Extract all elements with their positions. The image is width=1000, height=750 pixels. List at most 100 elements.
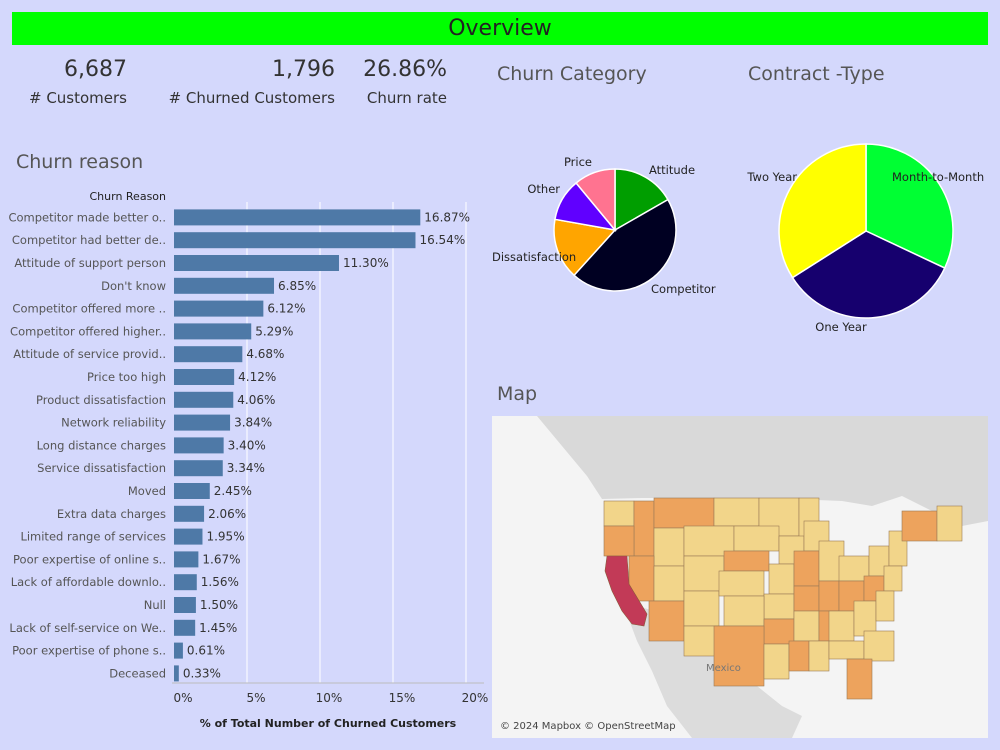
bar[interactable] (174, 483, 210, 499)
contract-type-pie-chart: Month-to-Month One Year Two Year (746, 143, 984, 334)
state-region[interactable] (653, 565, 685, 602)
bar[interactable] (174, 277, 275, 294)
category-label: Poor expertise of phone s.. (12, 644, 166, 658)
category-label: Lack of affordable downlo.. (11, 575, 166, 589)
state-region[interactable] (763, 643, 790, 680)
category-header: Churn Reason (89, 190, 166, 203)
bar[interactable] (174, 369, 235, 385)
state-region[interactable] (793, 610, 820, 642)
state-region[interactable] (936, 505, 963, 542)
map-panel[interactable]: Mexico (492, 416, 988, 738)
category-label: Competitor had better de.. (12, 233, 166, 247)
category-label: Network reliability (61, 416, 166, 430)
state-region[interactable] (603, 500, 635, 527)
kpi-churned-label: # Churned Customers (168, 89, 335, 107)
state-region[interactable] (818, 580, 840, 612)
bar-data-label: 5.29% (255, 324, 293, 338)
category-label: Attitude of support person (14, 256, 166, 270)
pie-slice-dissatisfaction[interactable] (553, 218, 617, 277)
bar-data-label: 3.40% (228, 438, 266, 452)
state-region[interactable] (723, 595, 765, 627)
kpi-customers-value: 6,687 (64, 57, 127, 82)
overview-banner: Overview (12, 12, 988, 45)
bar[interactable] (174, 551, 199, 568)
category-label: Null (144, 598, 166, 612)
bar[interactable] (174, 255, 339, 271)
bar[interactable] (174, 346, 243, 363)
state-region[interactable] (846, 658, 873, 700)
bar[interactable] (174, 460, 223, 477)
bar-data-label: 11.30% (343, 256, 389, 270)
pie-label: Month-to-Month (892, 170, 984, 184)
state-region[interactable] (793, 585, 820, 612)
state-region[interactable] (633, 500, 655, 557)
state-region[interactable] (828, 640, 865, 660)
bar[interactable] (174, 414, 231, 431)
bar[interactable] (174, 300, 264, 317)
pie-label: Dissatisfaction (492, 250, 576, 264)
state-region[interactable] (763, 618, 795, 645)
pie-slice-price[interactable] (575, 168, 616, 233)
map-title: Map (497, 383, 538, 405)
us-state-map[interactable]: Mexico (492, 416, 988, 738)
bar[interactable] (174, 574, 197, 591)
state-region[interactable] (648, 600, 685, 642)
california-state[interactable] (604, 555, 648, 627)
state-region[interactable] (793, 550, 820, 587)
state-region[interactable] (828, 610, 855, 642)
state-region[interactable] (883, 565, 903, 592)
state-region[interactable] (683, 555, 725, 592)
pie-slice-month-to-month[interactable] (865, 143, 954, 270)
pie-slice-attitude[interactable] (614, 168, 669, 232)
bar[interactable] (174, 391, 234, 408)
state-region[interactable] (603, 525, 635, 557)
bar-data-label: 2.45% (214, 484, 252, 498)
bar[interactable] (174, 619, 196, 636)
bar-data-label: 16.87% (424, 210, 470, 224)
state-region[interactable] (808, 640, 830, 672)
state-region[interactable] (778, 535, 805, 565)
bar[interactable] (174, 665, 179, 682)
category-label: Service dissatisfaction (37, 461, 166, 475)
bar-data-label: 4.12% (238, 370, 276, 384)
bar[interactable] (174, 323, 252, 340)
state-region[interactable] (863, 630, 895, 662)
bar-data-label: 3.34% (227, 461, 265, 475)
page-title: Overview (448, 16, 552, 41)
bar[interactable] (174, 209, 421, 226)
pie-slice-competitor[interactable] (573, 198, 677, 292)
category-label: Competitor made better o.. (8, 210, 166, 224)
state-region[interactable] (718, 570, 765, 597)
state-region[interactable] (683, 590, 720, 627)
state-region[interactable] (763, 593, 795, 620)
state-region[interactable] (788, 640, 810, 672)
state-region[interactable] (713, 625, 765, 687)
bar-data-label: 3.84% (234, 416, 272, 430)
state-region[interactable] (723, 550, 770, 572)
state-region[interactable] (733, 525, 780, 552)
state-region[interactable] (653, 527, 685, 567)
bar[interactable] (174, 597, 196, 613)
bar-data-label: 1.56% (201, 575, 239, 589)
bar[interactable] (174, 642, 183, 659)
state-region[interactable] (628, 555, 655, 602)
state-region[interactable] (901, 510, 938, 542)
bar[interactable] (174, 505, 205, 522)
pie-slice-one-year[interactable] (791, 230, 946, 319)
bar-data-label: 0.33% (183, 666, 221, 680)
kpi-churn-rate-label: Churn rate (366, 89, 447, 107)
pie-label: Other (527, 182, 560, 196)
pie-slice-two-year[interactable] (778, 143, 867, 279)
canada-land (537, 416, 988, 526)
bar[interactable] (174, 437, 224, 454)
us-states-layer (603, 497, 963, 700)
bar[interactable] (174, 232, 416, 249)
state-region[interactable] (713, 497, 760, 527)
bar[interactable] (174, 528, 203, 545)
bar-data-label: 1.45% (199, 621, 237, 635)
x-tick-label: 0% (173, 691, 192, 705)
state-region[interactable] (875, 590, 895, 622)
state-region[interactable] (653, 497, 715, 529)
bar-data-label: 6.85% (278, 279, 316, 293)
state-region[interactable] (768, 563, 795, 595)
